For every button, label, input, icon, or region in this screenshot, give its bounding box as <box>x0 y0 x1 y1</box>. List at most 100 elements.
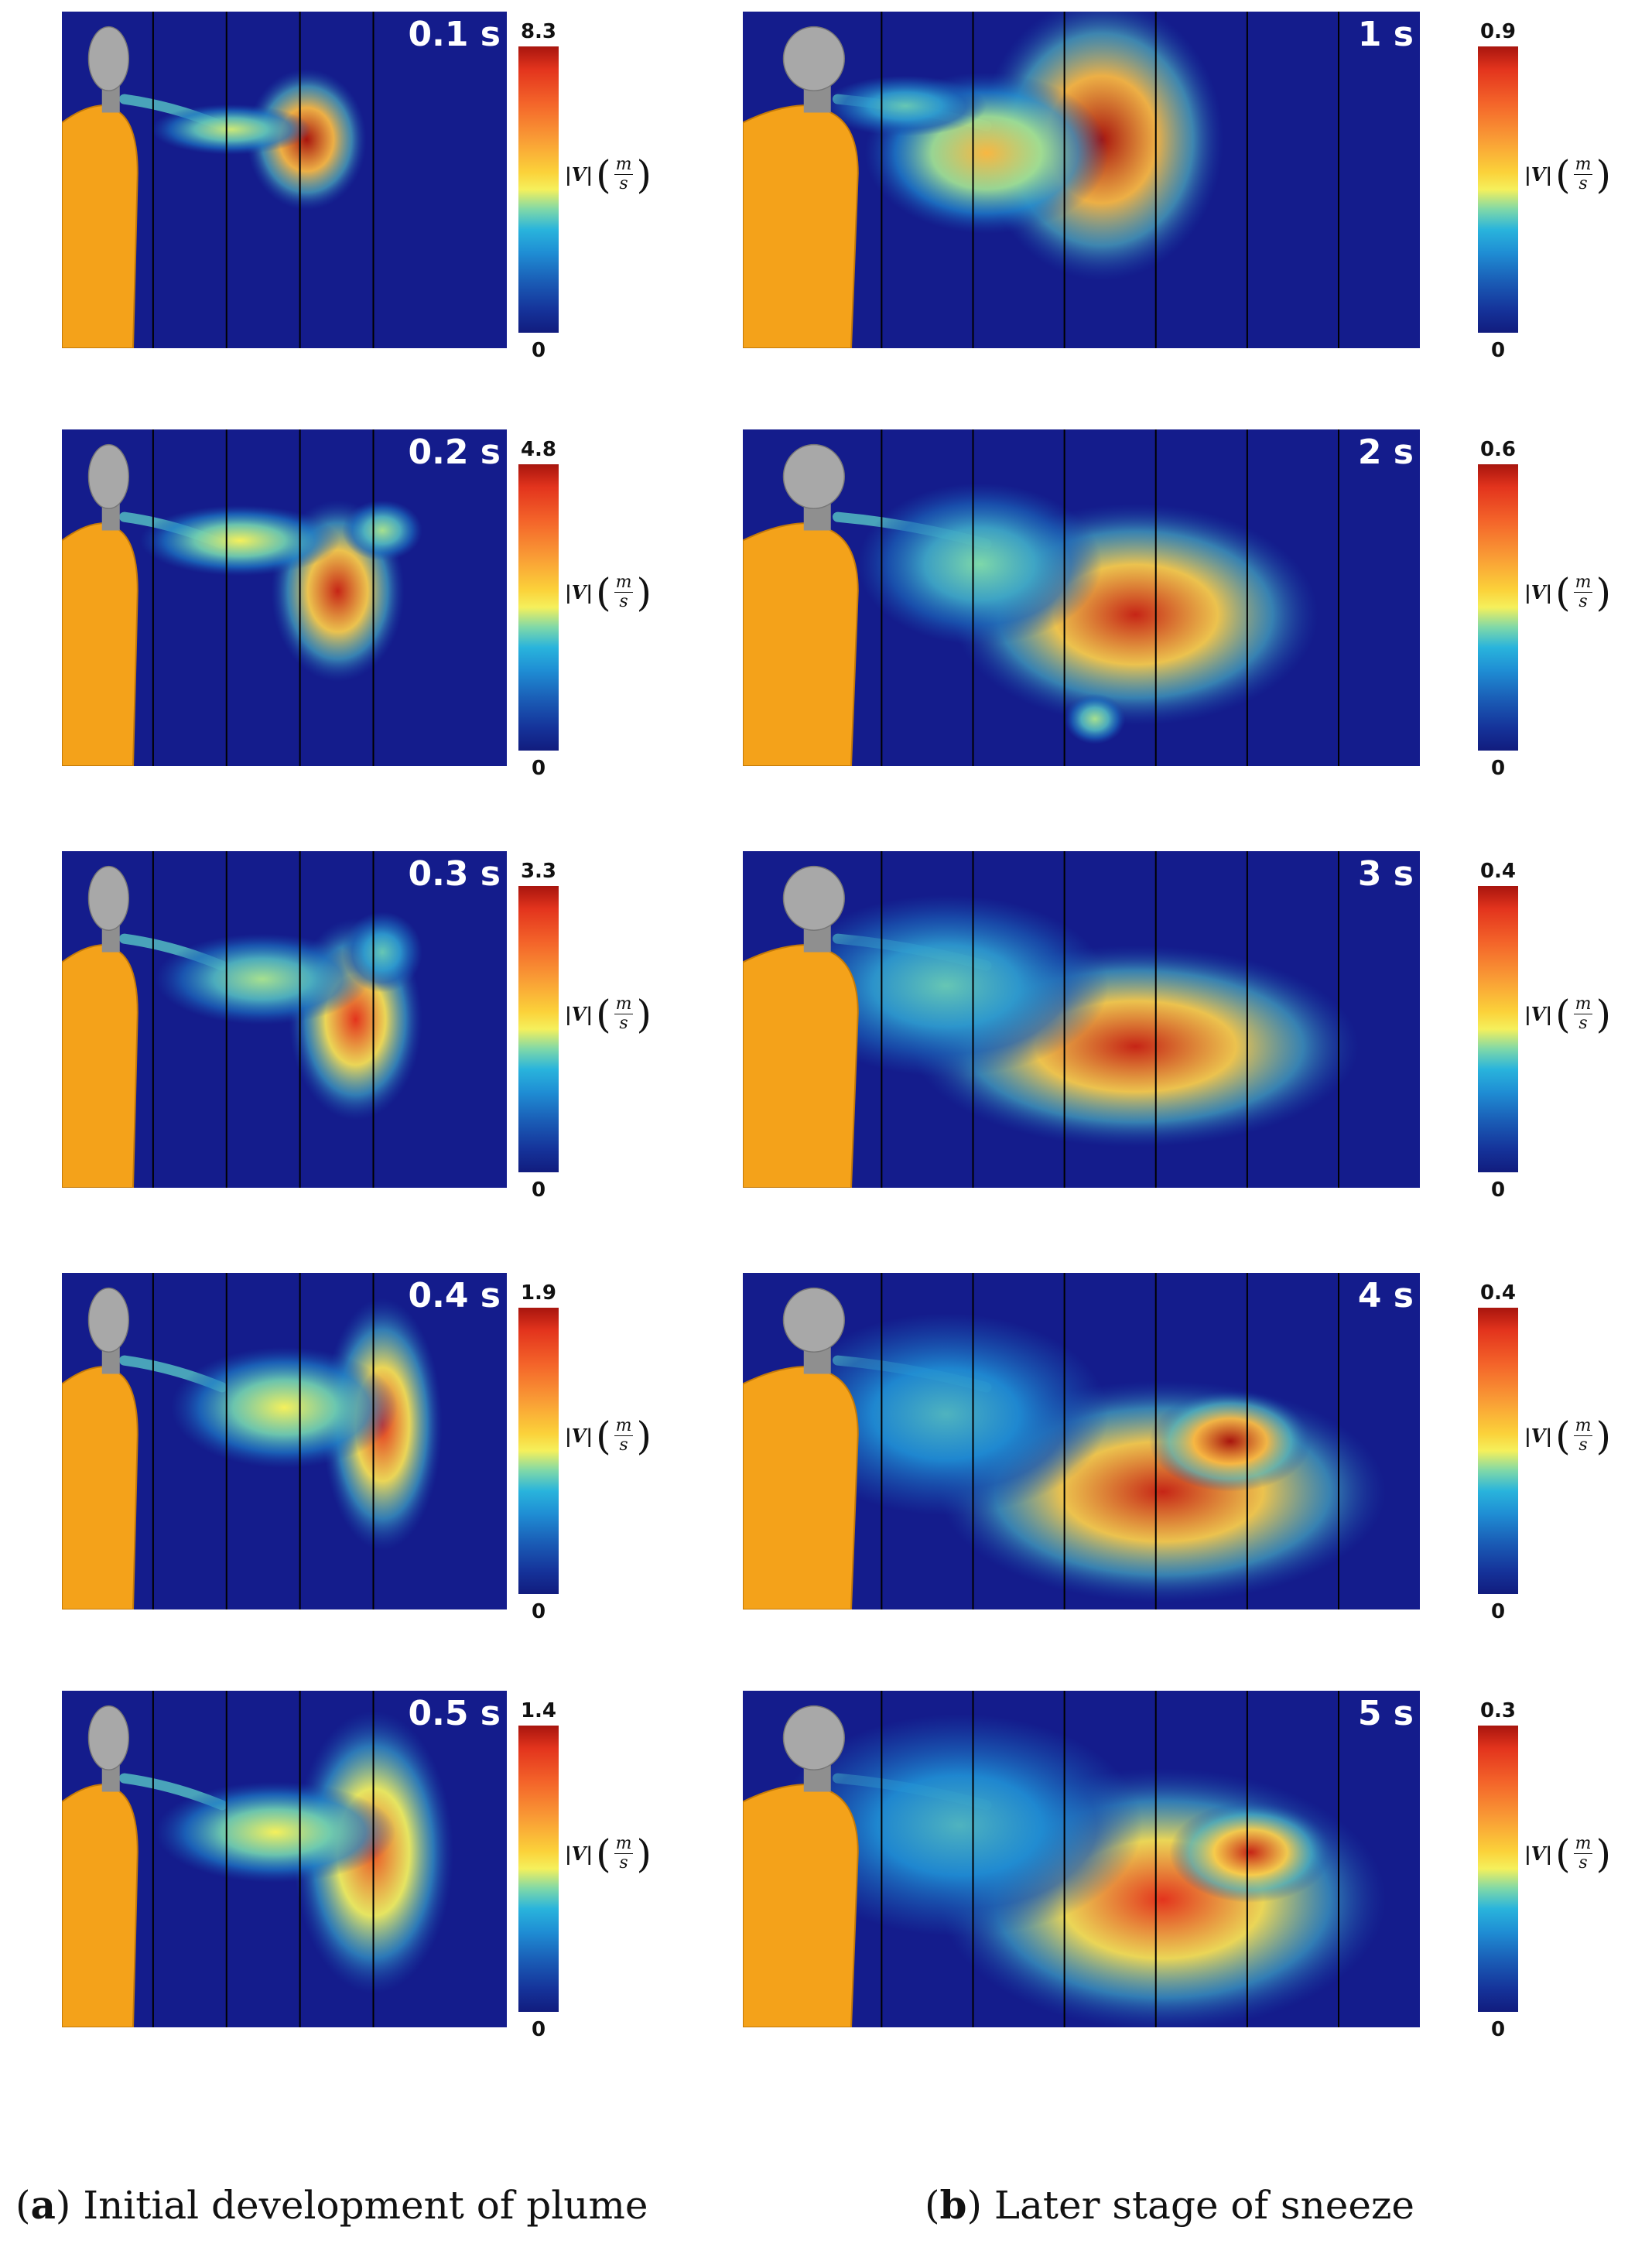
unit-denominator: s <box>619 1853 628 1873</box>
time-label: 1 s <box>1357 15 1414 54</box>
time-label: 2 s <box>1357 433 1414 472</box>
plume-blob <box>151 104 311 155</box>
velocity-field: 5 s <box>743 1691 1420 2027</box>
plume-blob <box>1169 1801 1332 1904</box>
plume-blob <box>783 1313 1109 1516</box>
person-figure <box>62 26 139 348</box>
unit-numerator: m <box>614 1415 634 1437</box>
unit-numerator: m <box>614 154 634 176</box>
colorbar-min: 0 <box>1490 757 1506 780</box>
colorbar <box>518 46 559 333</box>
velocity-field: 0.4 s <box>62 1273 507 1609</box>
colorbar-max: 4.8 <box>520 438 557 461</box>
plume-blob <box>1149 1391 1312 1492</box>
colorbar-max: 8.3 <box>520 20 557 43</box>
velocity-field: 1 s <box>743 12 1420 348</box>
unit-numerator: m <box>1573 1833 1593 1855</box>
velocity-symbol: |V| <box>1524 163 1553 186</box>
unit-numerator: m <box>1573 994 1593 1015</box>
colorbar <box>1478 1726 1518 2012</box>
colorbar-max: 1.9 <box>520 1281 557 1305</box>
time-label: 3 s <box>1357 854 1414 894</box>
colorbar-max: 0.3 <box>1479 1699 1517 1722</box>
person-figure <box>743 865 859 1188</box>
velocity-field: 0.3 s <box>62 851 507 1188</box>
unit-numerator: m <box>1573 572 1593 593</box>
velocity-symbol: |V| <box>565 1003 593 1026</box>
colorbar <box>1478 886 1518 1172</box>
velocity-field: 0.2 s <box>62 429 507 766</box>
caption-a: (a) Initial development of plume <box>15 2182 648 2228</box>
plume-blob <box>139 505 340 576</box>
time-label: 0.1 s <box>408 15 501 54</box>
plume-blob <box>776 1714 1143 1937</box>
plume-blob <box>155 1781 396 1883</box>
time-label: 5 s <box>1357 1694 1414 1733</box>
unit-denominator: s <box>619 592 628 612</box>
time-label: 4 s <box>1357 1276 1414 1315</box>
unit-denominator: s <box>1578 1853 1588 1873</box>
velocity-field: 0.5 s <box>62 1691 507 2027</box>
velocity-symbol: |V| <box>565 1425 593 1448</box>
plume-blob <box>342 912 422 993</box>
unit-denominator: s <box>619 174 628 194</box>
time-label: 0.5 s <box>408 1694 501 1733</box>
unit-numerator: m <box>1573 1415 1593 1437</box>
plume-blob <box>342 500 422 561</box>
colorbar-max: 0.6 <box>1479 438 1517 461</box>
caption-b: (b) Later stage of sneeze <box>925 2182 1414 2228</box>
person-figure <box>62 443 139 766</box>
unit-denominator: s <box>1578 1014 1588 1034</box>
colorbar <box>518 1308 559 1594</box>
time-label: 0.3 s <box>408 854 501 894</box>
plume-blob <box>1064 693 1126 744</box>
colorbar-min: 0 <box>1490 2018 1506 2041</box>
plume-blob <box>170 1346 398 1469</box>
time-label: 0.2 s <box>408 433 501 472</box>
plume-blob <box>783 895 1109 1077</box>
person-figure <box>62 1705 139 2027</box>
unit-denominator: s <box>619 1014 628 1034</box>
colorbar-min: 0 <box>1490 1600 1506 1623</box>
colorbar-min: 0 <box>531 2018 546 2041</box>
velocity-field: 3 s <box>743 851 1420 1188</box>
colorbar <box>518 886 559 1172</box>
colorbar-max: 3.3 <box>520 860 557 883</box>
plume-blob <box>246 68 367 210</box>
person-figure <box>62 865 139 1188</box>
person-figure <box>743 26 859 348</box>
colorbar <box>1478 46 1518 333</box>
colorbar-min: 0 <box>531 757 546 780</box>
velocity-symbol: |V| <box>1524 1425 1553 1448</box>
plume-blob <box>857 483 1102 645</box>
colorbar-min: 0 <box>531 1178 546 1202</box>
colorbar-max: 1.4 <box>520 1699 557 1722</box>
unit-numerator: m <box>1573 154 1593 176</box>
velocity-field: 0.1 s <box>62 12 507 348</box>
velocity-symbol: |V| <box>565 581 593 604</box>
unit-numerator: m <box>614 994 634 1015</box>
velocity-symbol: |V| <box>1524 1842 1553 1866</box>
person-figure <box>62 1287 139 1609</box>
colorbar <box>518 1726 559 2012</box>
velocity-field: 2 s <box>743 429 1420 766</box>
colorbar-max: 0.9 <box>1479 20 1517 43</box>
velocity-symbol: |V| <box>1524 1003 1553 1026</box>
unit-numerator: m <box>614 572 634 593</box>
velocity-symbol: |V| <box>1524 581 1553 604</box>
velocity-symbol: |V| <box>565 1842 593 1866</box>
velocity-field: 4 s <box>743 1273 1420 1609</box>
person-figure <box>743 443 859 766</box>
time-label: 0.4 s <box>408 1276 501 1315</box>
plume-blob <box>155 933 369 1025</box>
